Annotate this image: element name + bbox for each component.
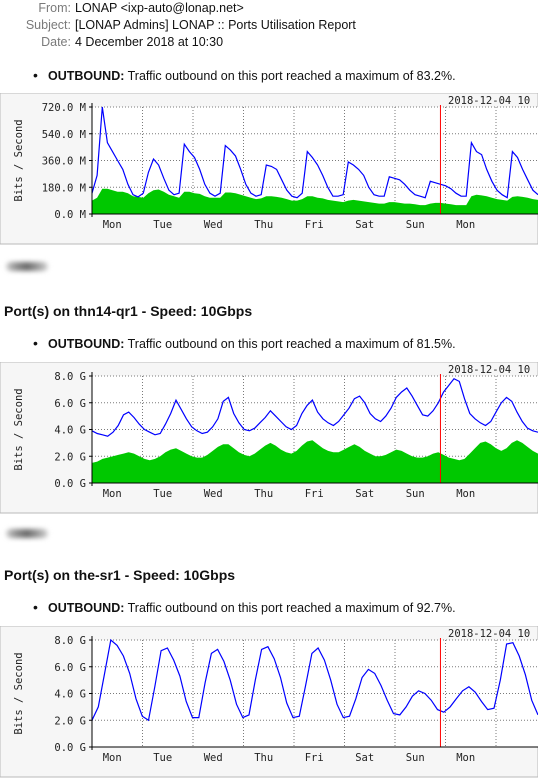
x-tick-label: Fri xyxy=(305,752,324,764)
subject-label: Subject: xyxy=(25,18,71,32)
bullet-label: OUTBOUND: xyxy=(48,69,125,83)
redacted-logo-1 xyxy=(6,262,48,271)
inbound-series-area xyxy=(92,440,538,483)
x-tick-label: Mon xyxy=(103,219,122,231)
email-from-row: From: LONAP <ixp-auto@lonap.net> xyxy=(0,0,244,16)
graph-timestamp: 2018-12-04 10 xyxy=(448,628,530,640)
traffic-graph-3: 0.0 G 2.0 G 4.0 G 6.0 G 8.0 G Mon Tue Wed Thu Fri… xyxy=(0,626,538,778)
bullet-dot: • xyxy=(33,599,38,615)
bullet-text: Traffic outbound on this port reached a … xyxy=(127,601,456,615)
subject-value: [LONAP Admins] LONAP :: Ports Utilisatio… xyxy=(75,18,356,32)
email-date-row: Date: 4 December 2018 at 10:30 xyxy=(0,34,223,50)
traffic-graph-2: 0.0 G 2.0 G 4.0 G 6.0 G 8.0 G Mon Tue Wed Thu Fri… xyxy=(0,362,538,514)
traffic-graph-1: 0.0 M 180.0 M 360.0 M 540.0 M 720.0 M Mon Tue W… xyxy=(0,93,538,245)
graph-timestamp: 2018-12-04 10 xyxy=(448,95,530,107)
bullet-text: Traffic outbound on this port reached a … xyxy=(127,337,456,351)
x-tick-label: Mon xyxy=(103,752,122,764)
x-tick-label: Wed xyxy=(204,752,223,764)
y-tick-label: 720.0 M xyxy=(42,102,86,114)
outbound-series-line xyxy=(91,377,538,437)
y-axis-label: Bits / Second xyxy=(13,652,25,734)
x-tick-label: Thu xyxy=(254,488,273,500)
from-value[interactable]: LONAP <ixp-auto@lonap.net> xyxy=(75,1,244,15)
x-tick-label: Sat xyxy=(355,752,374,764)
y-tick-label: 6.0 G xyxy=(54,398,86,410)
from-label: From: xyxy=(38,1,71,15)
outbound-bullet-3: • OUTBOUND: Traffic outbound on this port… xyxy=(33,599,456,615)
y-tick-label: 0.0 G xyxy=(54,742,86,754)
y-tick-label: 4.0 G xyxy=(54,425,86,437)
x-tick-label: Sun xyxy=(406,752,425,764)
y-axis-label: Bits / Second xyxy=(13,119,25,201)
bullet-label: OUTBOUND: xyxy=(48,337,125,351)
y-tick-label: 0.0 G xyxy=(54,478,86,490)
x-tick-label: Sat xyxy=(355,219,374,231)
y-tick-label: 4.0 G xyxy=(54,689,86,701)
x-tick-label: Sat xyxy=(355,488,374,500)
x-tick-label: Fri xyxy=(305,488,324,500)
port-heading-the-sr1: Port(s) on the-sr1 - Speed: 10Gbps xyxy=(4,567,236,583)
x-tick-label: Fri xyxy=(305,219,324,231)
x-tick-label: Mon xyxy=(456,219,475,231)
date-value: 4 December 2018 at 10:30 xyxy=(75,35,224,49)
x-tick-label: Thu xyxy=(254,752,273,764)
x-tick-label: Sun xyxy=(406,219,425,231)
x-tick-label: Mon xyxy=(456,752,475,764)
y-tick-label: 180.0 M xyxy=(42,182,86,194)
x-tick-label: Tue xyxy=(153,219,172,231)
y-tick-label: 540.0 M xyxy=(42,129,86,141)
bullet-text: Traffic outbound on this port reached a … xyxy=(127,69,456,83)
bullet-dot: • xyxy=(33,67,38,83)
x-tick-label: Wed xyxy=(204,488,223,500)
outbound-series-line xyxy=(91,106,538,199)
x-tick-label: Sun xyxy=(406,488,425,500)
outbound-bullet-2: • OUTBOUND: Traffic outbound on this port… xyxy=(33,335,456,351)
y-tick-label: 6.0 G xyxy=(54,662,86,674)
graph-timestamp: 2018-12-04 10 xyxy=(448,364,530,376)
outbound-bullet-1: • OUTBOUND: Traffic outbound on this port… xyxy=(33,67,456,83)
bullet-dot: • xyxy=(33,335,38,351)
x-tick-label: Tue xyxy=(153,752,172,764)
y-tick-label: 8.0 G xyxy=(54,371,86,383)
x-tick-label: Mon xyxy=(456,488,475,500)
redacted-logo-2 xyxy=(6,529,48,538)
y-tick-label: 360.0 M xyxy=(42,156,86,168)
y-tick-label: 8.0 G xyxy=(54,635,86,647)
outbound-series-line xyxy=(91,638,538,722)
email-subject-row: Subject: [LONAP Admins] LONAP :: Ports Ut… xyxy=(0,17,356,33)
port-heading-thn14-qr1: Port(s) on thn14-qr1 - Speed: 10Gbps xyxy=(4,303,253,319)
date-label: Date: xyxy=(41,35,71,49)
y-tick-label: 0.0 M xyxy=(54,209,86,221)
x-tick-label: Wed xyxy=(204,219,223,231)
y-tick-label: 2.0 G xyxy=(54,715,86,727)
inbound-series-area xyxy=(92,188,538,214)
y-axis-label: Bits / Second xyxy=(13,388,25,470)
x-tick-label: Mon xyxy=(103,488,122,500)
bullet-label: OUTBOUND: xyxy=(48,601,125,615)
y-tick-label: 2.0 G xyxy=(54,451,86,463)
x-tick-label: Thu xyxy=(254,219,273,231)
x-tick-label: Tue xyxy=(153,488,172,500)
